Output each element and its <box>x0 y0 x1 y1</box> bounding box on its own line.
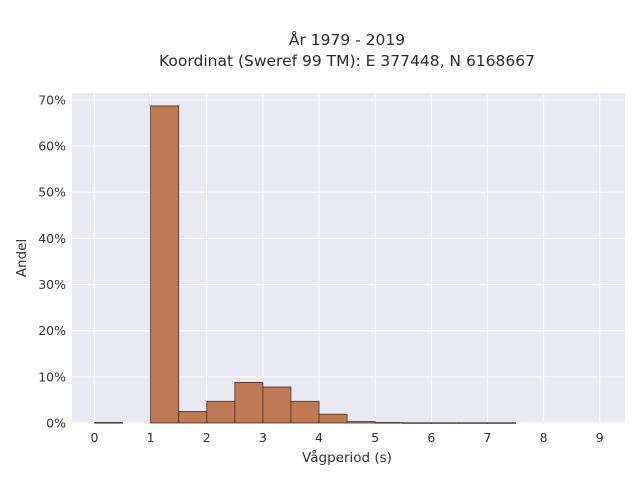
x-tick-label: 4 <box>315 430 323 445</box>
y-tick-label: 30% <box>38 277 66 292</box>
histogram-bar <box>402 422 432 424</box>
histogram-bar <box>374 422 404 424</box>
chart-title-line2: Koordinat (Sweref 99 TM): E 377448, N 61… <box>159 52 535 70</box>
histogram-bar <box>318 413 348 424</box>
x-tick-label: 2 <box>203 430 211 445</box>
y-tick-label: 70% <box>38 92 66 107</box>
histogram-bar <box>346 421 376 424</box>
histogram-bar <box>262 386 292 424</box>
x-tick-label: 0 <box>90 430 98 445</box>
histogram-bar <box>234 381 264 424</box>
chart-title-line1: År 1979 - 2019 <box>289 30 405 49</box>
histogram-bar <box>150 105 180 424</box>
y-axis-label: Andel <box>14 239 30 277</box>
histogram-bar <box>487 422 516 424</box>
x-tick-label: 3 <box>259 430 267 445</box>
histogram-bar <box>178 411 208 424</box>
histogram-bar <box>206 400 236 424</box>
y-tick-label: 60% <box>38 139 66 154</box>
bars-group <box>94 105 516 424</box>
y-tick-label: 40% <box>38 231 66 246</box>
x-tick-label: 6 <box>427 430 435 445</box>
x-tick-label: 9 <box>596 430 604 445</box>
x-tick-label: 5 <box>371 430 379 445</box>
histogram-bar <box>430 422 460 424</box>
y-tick-label: 10% <box>38 369 66 384</box>
y-tick-labels: 0% 10% 20% 30% 40% 50% 60% 70% <box>38 92 66 430</box>
x-tick-label: 1 <box>147 430 155 445</box>
x-tick-label: 7 <box>483 430 491 445</box>
x-tick-label: 8 <box>540 430 548 445</box>
histogram-bar <box>94 422 123 424</box>
y-tick-label: 0% <box>46 416 66 431</box>
y-tick-label: 20% <box>38 323 66 338</box>
histogram-bar <box>290 400 320 424</box>
x-axis-label: Vågperiod (s) <box>302 449 392 466</box>
histogram-bar <box>458 422 488 424</box>
x-tick-labels: 0 1 2 3 4 5 6 7 8 9 <box>90 430 603 445</box>
y-tick-label: 50% <box>38 185 66 200</box>
